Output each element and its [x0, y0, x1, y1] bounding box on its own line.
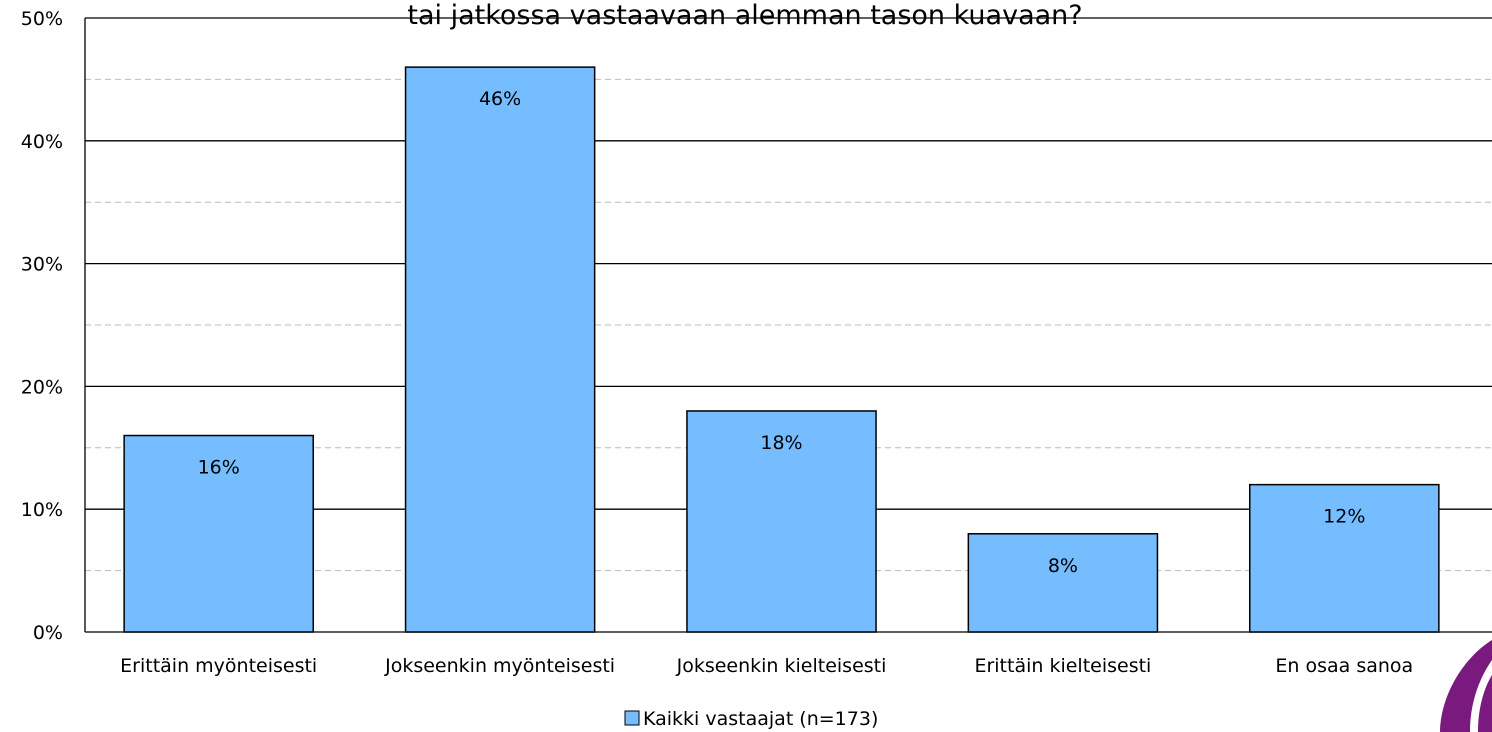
- x-tick-label: En osaa sanoa: [1275, 655, 1413, 677]
- bar: [686, 410, 877, 633]
- value-label: 16%: [198, 457, 240, 479]
- value-label: 18%: [760, 432, 802, 454]
- logo-stripe: [1470, 660, 1492, 732]
- value-label: 46%: [479, 88, 521, 110]
- value-label: 8%: [1048, 555, 1078, 577]
- bar: [967, 533, 1159, 633]
- y-tick-label: 10%: [21, 499, 63, 521]
- chart-title: tai jatkossa vastaavaan alemman tason ku…: [407, 0, 1082, 31]
- legend-label: Kaikki vastaajat (n=173): [643, 708, 878, 730]
- x-tick-label: Jokseenkin kielteisesti: [676, 655, 887, 677]
- y-tick-label: 30%: [21, 254, 63, 276]
- x-tick-label: Jokseenkin myönteisesti: [384, 655, 615, 677]
- x-tick-label: Erittäin kielteisesti: [974, 655, 1151, 677]
- value-label: 12%: [1323, 506, 1365, 528]
- x-tick-label: Erittäin myönteisesti: [120, 655, 317, 677]
- legend-swatch: [624, 710, 640, 726]
- y-tick-label: 50%: [21, 8, 63, 30]
- y-tick-label: 40%: [21, 131, 63, 153]
- y-tick-label: 20%: [21, 376, 63, 398]
- bar: [404, 66, 596, 633]
- y-tick-label: 0%: [33, 622, 63, 644]
- bar: [1248, 483, 1440, 633]
- bar: [123, 434, 315, 633]
